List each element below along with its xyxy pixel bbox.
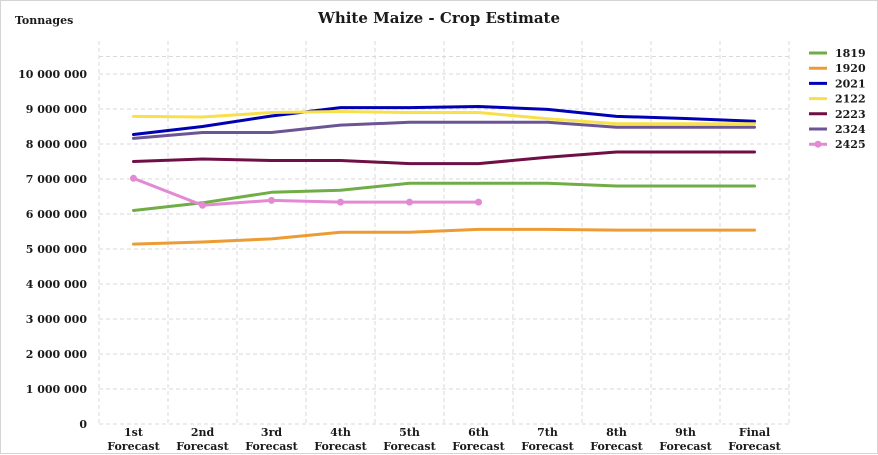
legend-label-2122: 2122 bbox=[835, 93, 866, 106]
y-tick-label: 2 000 000 bbox=[26, 348, 88, 361]
legend-label-2223: 2223 bbox=[835, 108, 866, 121]
series-line-2324 bbox=[132, 120, 756, 140]
legend-label-1920: 1920 bbox=[835, 62, 866, 75]
series-layer bbox=[130, 105, 756, 246]
y-tick-label: 5 000 000 bbox=[26, 243, 88, 256]
legend-label-1819: 1819 bbox=[835, 47, 866, 60]
x-tick-label: 9th Forecast bbox=[659, 426, 712, 453]
series-point-2425 bbox=[130, 174, 137, 182]
legend-label-2324: 2324 bbox=[835, 123, 866, 136]
y-tick-label: 0 bbox=[79, 418, 87, 431]
x-tick-label: Final Forecast bbox=[728, 426, 781, 453]
y-axis-label: Tonnages bbox=[15, 14, 73, 27]
y-tick-label: 9 000 000 bbox=[26, 103, 88, 116]
series-point-2425 bbox=[268, 196, 275, 204]
series-line-2122 bbox=[132, 109, 756, 126]
series-point-2425 bbox=[406, 198, 413, 206]
series-line-2425 bbox=[132, 176, 480, 207]
y-tick-label: 7 000 000 bbox=[26, 173, 88, 186]
y-tick-label: 6 000 000 bbox=[26, 208, 88, 221]
y-tick-label: 1 000 000 bbox=[26, 383, 88, 396]
y-tick-label: 3 000 000 bbox=[26, 313, 88, 326]
y-tick-label: 10 000 000 bbox=[18, 68, 87, 81]
legend-label-2425: 2425 bbox=[835, 138, 866, 151]
legend-label-2021: 2021 bbox=[835, 77, 866, 90]
x-tick-label: 7th Forecast bbox=[521, 426, 574, 453]
x-tick-label: 3rd Forecast bbox=[245, 426, 298, 453]
series-point-2425 bbox=[337, 198, 344, 206]
x-tick-label: 1st Forecast bbox=[107, 426, 160, 453]
series-point-2425 bbox=[475, 198, 482, 206]
x-tick-label: 4th Forecast bbox=[314, 426, 367, 453]
x-tick-label: 6th Forecast bbox=[452, 426, 505, 453]
y-tick-labels: 0 1 000 000 2 000 000 3 000 000 4 000 000 5 0… bbox=[18, 68, 87, 431]
series-line-1920 bbox=[132, 227, 756, 246]
x-tick-labels: 1st Forecast 2nd Forecast 3rd Forecast 4th Fore… bbox=[107, 426, 781, 453]
y-tick-label: 4 000 000 bbox=[26, 278, 88, 291]
series-point-2425 bbox=[199, 201, 206, 209]
x-tick-label: 8th Forecast bbox=[590, 426, 643, 453]
y-tick-label: 8 000 000 bbox=[26, 138, 88, 151]
legend: 1819 1920 2021 2122 2223 2324 2425 bbox=[809, 47, 866, 151]
x-tick-label: 5th Forecast bbox=[383, 426, 436, 453]
series-line-2223 bbox=[132, 150, 756, 166]
series-line-1819 bbox=[132, 181, 756, 212]
legend-marker-2425 bbox=[814, 140, 822, 148]
series-line-2021 bbox=[132, 105, 756, 137]
chart-title: White Maize - Crop Estimate bbox=[317, 9, 560, 27]
grid-layer bbox=[98, 41, 790, 425]
x-tick-label: 2nd Forecast bbox=[176, 426, 229, 453]
